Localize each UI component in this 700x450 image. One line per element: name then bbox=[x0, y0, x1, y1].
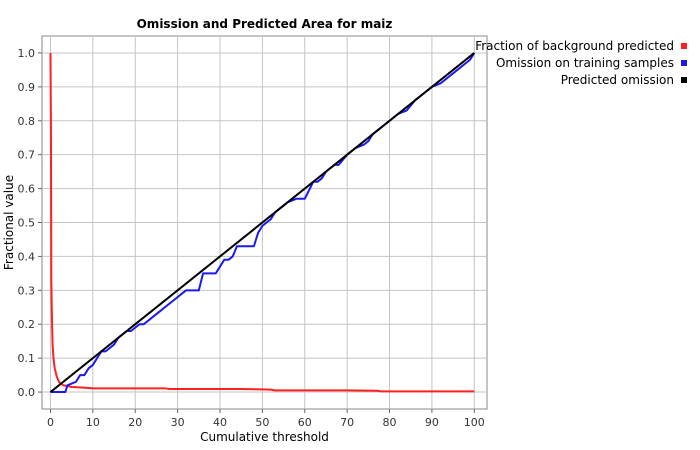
chart-title: Omission and Predicted Area for maiz bbox=[137, 17, 393, 31]
x-axis-label: Cumulative threshold bbox=[200, 430, 329, 444]
y-tick-label: 0.4 bbox=[18, 250, 36, 263]
x-tick-label: 60 bbox=[298, 416, 312, 429]
y-tick-label: 0.1 bbox=[18, 352, 36, 365]
y-tick-label: 0.9 bbox=[18, 81, 36, 94]
legend: Fraction of background predicted Omission… bbox=[475, 39, 687, 87]
legend-label-2: Predicted omission bbox=[561, 73, 674, 87]
x-tick-label: 30 bbox=[171, 416, 185, 429]
y-axis-label: Fractional value bbox=[2, 175, 16, 270]
y-tick-label: 1.0 bbox=[18, 47, 36, 60]
y-tick-label: 0.2 bbox=[18, 318, 36, 331]
legend-swatch-2 bbox=[681, 77, 687, 83]
x-tick-label: 10 bbox=[86, 416, 100, 429]
y-tick-label: 0.6 bbox=[18, 183, 36, 196]
x-tick-label: 40 bbox=[213, 416, 227, 429]
y-tick-label: 0.3 bbox=[18, 284, 36, 297]
series-lines bbox=[49, 52, 476, 394]
y-tick-label: 0.8 bbox=[18, 115, 36, 128]
y-tick-label: 0.5 bbox=[18, 217, 36, 230]
x-tick-label: 80 bbox=[383, 416, 397, 429]
y-tick-label: 0.0 bbox=[18, 386, 36, 399]
x-tick-label: 20 bbox=[128, 416, 142, 429]
legend-swatch-1 bbox=[681, 60, 687, 66]
legend-label-0: Fraction of background predicted bbox=[475, 39, 674, 53]
x-tick-label: 70 bbox=[340, 416, 354, 429]
legend-label-1: Omission on training samples bbox=[496, 56, 674, 70]
legend-swatch-0 bbox=[681, 43, 687, 49]
y-tick-label: 0.7 bbox=[18, 149, 36, 162]
series-line-0 bbox=[49, 52, 475, 393]
series-line-2 bbox=[49, 52, 475, 393]
grid bbox=[42, 36, 487, 409]
axes: 0 10 20 30 40 50 60 70 80 90 100 0.0 0.1 0.2 0.3 0.4 0.5… bbox=[18, 47, 485, 429]
x-tick-label: 100 bbox=[464, 416, 485, 429]
x-tick-label: 90 bbox=[425, 416, 439, 429]
x-tick-label: 0 bbox=[47, 416, 54, 429]
x-tick-label: 50 bbox=[255, 416, 269, 429]
